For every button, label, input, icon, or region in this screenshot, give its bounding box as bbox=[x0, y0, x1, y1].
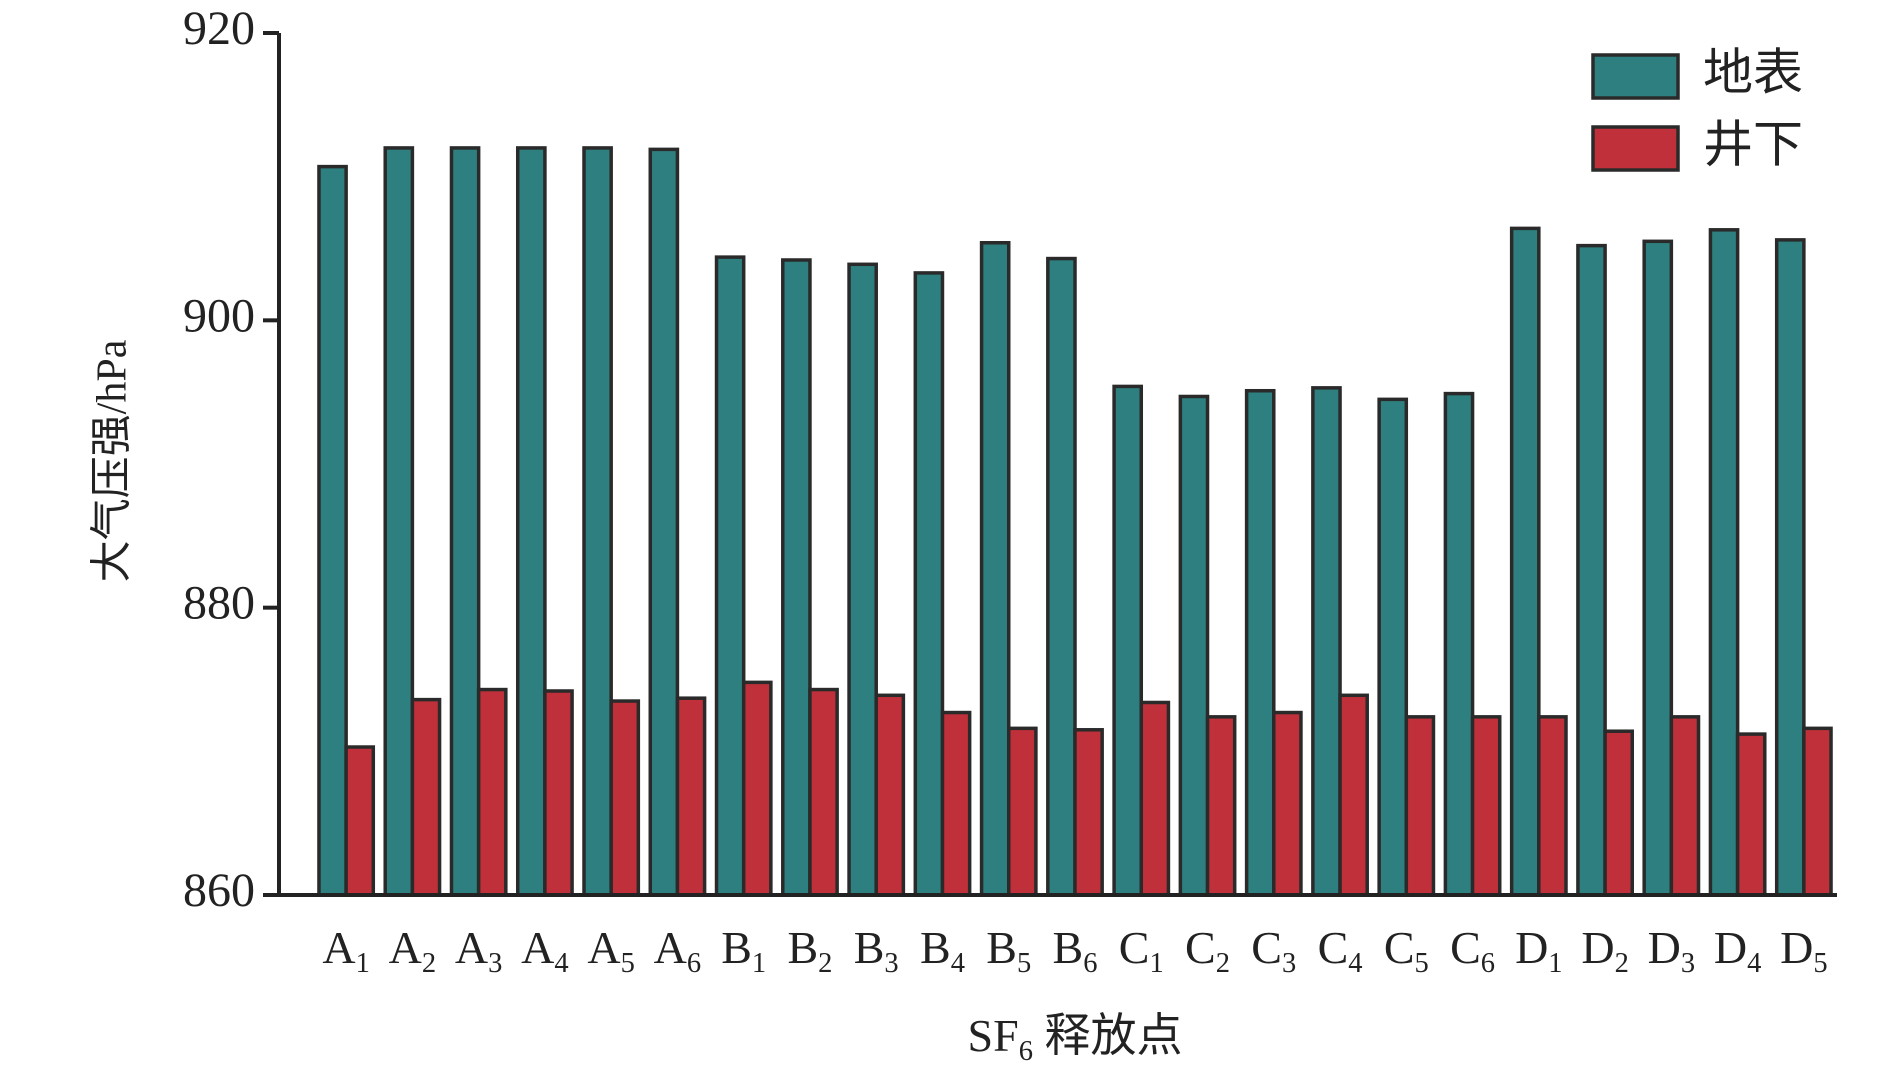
x-tick-label: A1 bbox=[322, 922, 370, 979]
bar bbox=[781, 258, 812, 897]
x-tick-label: D1 bbox=[1515, 922, 1563, 979]
x-tick-label: A3 bbox=[455, 922, 503, 979]
x-tick-label: A6 bbox=[654, 922, 702, 979]
bar bbox=[1642, 239, 1674, 897]
bar bbox=[515, 146, 547, 897]
bar bbox=[543, 689, 574, 897]
bar bbox=[410, 697, 442, 897]
bar bbox=[714, 255, 746, 897]
x-tick-label: B6 bbox=[1053, 922, 1098, 979]
bar bbox=[1377, 397, 1409, 897]
bar bbox=[1006, 726, 1038, 897]
bar bbox=[1073, 728, 1104, 897]
y-tick-label: 880 bbox=[183, 577, 255, 630]
bar bbox=[317, 164, 348, 897]
x-tick-label: C3 bbox=[1251, 922, 1296, 979]
bar bbox=[582, 146, 613, 897]
bar bbox=[874, 693, 906, 897]
bar bbox=[1178, 394, 1210, 897]
bar bbox=[344, 745, 376, 897]
bar bbox=[476, 687, 508, 897]
bar bbox=[1603, 729, 1635, 897]
bar bbox=[449, 146, 481, 897]
bar bbox=[1509, 226, 1541, 897]
bar bbox=[609, 699, 641, 897]
x-tick-label: B3 bbox=[854, 922, 899, 979]
bar bbox=[1046, 256, 1077, 897]
bar bbox=[675, 696, 707, 897]
bar bbox=[1537, 715, 1568, 897]
bar bbox=[1311, 386, 1342, 897]
bar bbox=[1338, 693, 1369, 897]
bar bbox=[648, 147, 680, 897]
x-tick-label: D5 bbox=[1780, 922, 1828, 979]
x-tick-label: C5 bbox=[1384, 922, 1429, 979]
bar bbox=[1669, 715, 1701, 897]
legend-label: 井下 bbox=[1703, 116, 1803, 172]
bar bbox=[808, 687, 839, 897]
bar bbox=[1470, 715, 1502, 897]
legend-swatch bbox=[1591, 53, 1680, 100]
x-tick-label: A2 bbox=[389, 922, 437, 979]
x-tick-label: C4 bbox=[1318, 922, 1363, 979]
bar bbox=[1735, 732, 1767, 897]
bar bbox=[847, 262, 878, 897]
bar bbox=[1802, 726, 1833, 897]
legend-label: 地表 bbox=[1703, 44, 1803, 100]
x-axis-label: SF6 释放点 bbox=[968, 1010, 1183, 1067]
x-tick-label: B4 bbox=[920, 922, 965, 979]
x-tick-label: C2 bbox=[1185, 922, 1230, 979]
bar bbox=[1244, 388, 1276, 897]
bar bbox=[1443, 391, 1475, 897]
bar bbox=[913, 271, 945, 897]
x-tick-label: C1 bbox=[1119, 922, 1164, 979]
bar bbox=[1404, 715, 1436, 897]
bar bbox=[1576, 243, 1607, 897]
x-tick-label: B5 bbox=[986, 922, 1031, 979]
bar bbox=[1272, 710, 1303, 897]
y-axis-label: 大气压强/hPa bbox=[90, 339, 136, 582]
legend-swatch bbox=[1591, 125, 1680, 172]
bar bbox=[1139, 700, 1171, 897]
bar bbox=[979, 241, 1011, 897]
y-tick-label: 860 bbox=[183, 864, 255, 917]
y-tick-label: 920 bbox=[183, 2, 255, 55]
x-tick-label: A4 bbox=[521, 922, 569, 979]
bar bbox=[1774, 238, 1806, 897]
x-tick-label: B2 bbox=[787, 922, 832, 979]
bar bbox=[383, 146, 415, 897]
bar bbox=[741, 680, 773, 897]
x-tick-label: A5 bbox=[587, 922, 635, 979]
bar bbox=[1205, 715, 1237, 897]
bar bbox=[1112, 384, 1144, 897]
bar bbox=[1708, 228, 1740, 897]
x-tick-label: C6 bbox=[1450, 922, 1495, 979]
x-tick-label: D3 bbox=[1648, 922, 1696, 979]
bar bbox=[940, 710, 972, 897]
y-tick-label: 900 bbox=[183, 289, 255, 342]
x-tick-label: D4 bbox=[1714, 922, 1762, 979]
x-tick-label: B1 bbox=[721, 922, 766, 979]
x-tick-label: D2 bbox=[1581, 922, 1629, 979]
